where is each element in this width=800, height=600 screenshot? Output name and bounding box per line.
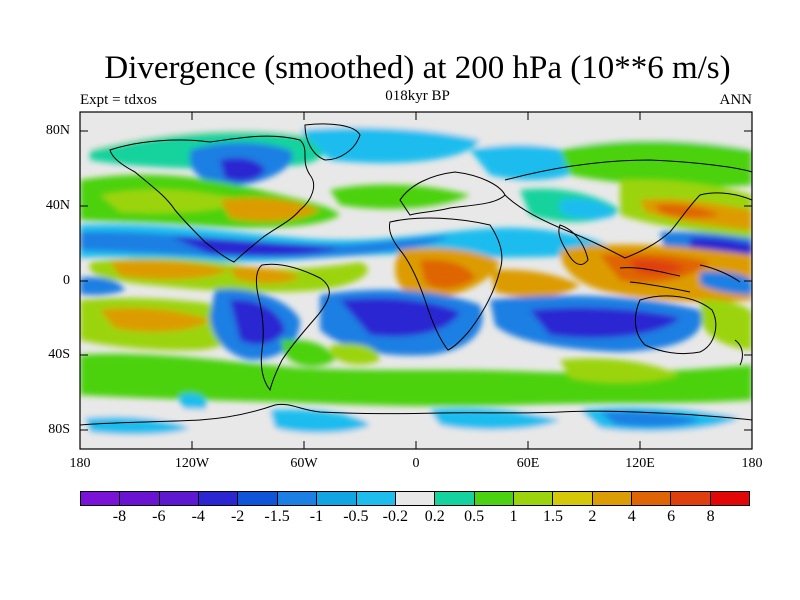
lon-label-60e: 60E <box>516 456 540 471</box>
legend-label: 0.2 <box>424 508 445 525</box>
field-patch <box>630 259 685 275</box>
field-patch <box>220 158 265 182</box>
lat-label-80s: 80S <box>48 422 70 437</box>
field-patch <box>470 144 590 180</box>
period-label: 018kyr BP <box>385 88 450 104</box>
legend-label: 2 <box>588 508 597 525</box>
coastline-new-zealand <box>734 339 743 366</box>
legend-swatch <box>671 492 711 505</box>
map-field <box>80 112 752 449</box>
field-patch <box>600 411 700 427</box>
lon-label-120w: 120W <box>174 456 210 471</box>
legend-swatch <box>710 492 750 505</box>
field-patch <box>490 269 580 298</box>
legend-swatch <box>356 492 396 505</box>
field-patch <box>340 298 460 337</box>
field-patch <box>560 358 680 383</box>
lon-label-0: 0 <box>412 456 420 471</box>
lon-label-120e: 120E <box>625 456 655 471</box>
coastline-asia <box>504 159 752 259</box>
field-patch <box>230 299 285 345</box>
legend-swatch <box>317 492 357 505</box>
field-patch <box>80 277 125 296</box>
coastline-india <box>558 224 589 265</box>
field-patch <box>100 189 240 214</box>
lat-label-40n: 40N <box>45 198 70 213</box>
legend-label: 8 <box>706 508 715 525</box>
lat-label-80n: 80N <box>45 123 70 138</box>
field-patch <box>655 204 720 218</box>
legend-label: -1.5 <box>264 508 290 525</box>
legend-label: -0.2 <box>382 508 408 525</box>
legend-label: -8 <box>112 508 127 525</box>
legend-label: 0.5 <box>464 508 485 525</box>
legend-swatch <box>553 492 593 505</box>
legend-swatch <box>277 492 318 505</box>
field-patch <box>560 140 752 187</box>
field-patch <box>110 260 230 280</box>
field-patch <box>180 393 207 413</box>
legend-swatch <box>513 492 554 505</box>
map-title: Divergence (smoothed) at 200 hPa (10**6 … <box>104 50 731 86</box>
legend-swatch <box>199 492 239 505</box>
legend-label: 6 <box>667 508 676 525</box>
lat-label-40s: 40S <box>48 347 70 362</box>
field-patch <box>270 409 370 433</box>
field-patch <box>280 339 335 367</box>
field-patch <box>80 408 752 449</box>
coastline-australia <box>634 295 717 355</box>
legend-swatch <box>632 492 672 505</box>
field-patch <box>80 353 752 407</box>
lat-label-equator: 0 <box>63 273 70 288</box>
legend-swatch <box>81 492 121 505</box>
color-legend-bar <box>80 491 750 506</box>
field-patch <box>420 259 475 289</box>
coastline-indonesia <box>619 264 741 293</box>
legend-label: -4 <box>191 508 205 525</box>
lon-label-180e: 180 <box>741 456 763 471</box>
legend-swatch <box>120 492 160 505</box>
season-label: ANN <box>719 92 753 108</box>
field-patch <box>330 343 380 365</box>
legend-label: 1.5 <box>542 508 563 525</box>
legend-swatch <box>395 492 436 505</box>
field-patch <box>170 236 340 256</box>
lon-label-60w: 60W <box>290 456 318 471</box>
field-patch <box>330 184 470 209</box>
coastline-antarctica <box>80 403 752 426</box>
legend-label: -1 <box>309 508 324 525</box>
experiment-label: Expt = tdxos <box>80 92 157 108</box>
axis-ticks <box>79 112 753 449</box>
legend-swatch <box>474 492 514 505</box>
coastline-south-america <box>255 263 330 392</box>
legend-swatch <box>592 492 633 505</box>
field-patch <box>430 408 560 430</box>
legend-label: 1 <box>509 508 518 525</box>
legend-swatch <box>238 492 278 505</box>
coastline-greenland <box>304 123 361 161</box>
field-patch <box>700 271 752 295</box>
legend-swatch <box>159 492 200 505</box>
legend-label: -6 <box>152 508 166 525</box>
field-patch <box>560 198 615 220</box>
legend-label: -2 <box>230 508 245 525</box>
legend-label: -0.5 <box>343 508 369 525</box>
field-patch <box>230 267 300 284</box>
field-patch <box>100 308 210 332</box>
field-patch <box>530 307 680 338</box>
coastlines <box>80 123 752 426</box>
field-patch <box>690 237 752 256</box>
coastline-africa <box>389 217 503 351</box>
coastline-north-america <box>109 135 315 263</box>
legend-swatch <box>435 492 475 505</box>
lon-label-180w: 180 <box>69 456 91 471</box>
legend-label: 4 <box>627 508 636 525</box>
